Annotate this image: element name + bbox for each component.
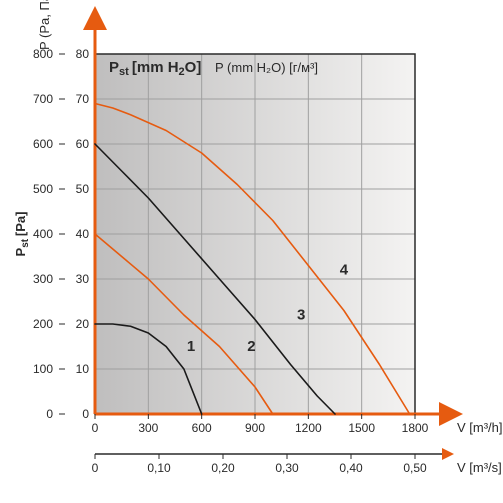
x-top-tick: 1200 <box>295 421 322 435</box>
x-bottom-unit: V [m³/s] <box>457 460 502 475</box>
series-label-3: 3 <box>297 307 305 324</box>
y-left-tick: 100 <box>33 362 53 376</box>
x-top-tick: 1500 <box>348 421 375 435</box>
x-top-tick: 600 <box>192 421 212 435</box>
y-inner-tick: 10 <box>76 362 90 376</box>
y-inner-tick: 50 <box>76 182 90 196</box>
y-pa-title: P (Pa, Па) <box>37 0 52 50</box>
y-inner-tick: 70 <box>76 92 90 106</box>
x-top-unit: V [m³/h] <box>457 420 503 435</box>
x-bottom-tick: 0 <box>92 461 99 475</box>
y-left-title: Pst [Pa] <box>13 212 31 257</box>
series-label-1: 1 <box>187 338 195 355</box>
y-inner-tick: 20 <box>76 317 90 331</box>
y-left-tick: 500 <box>33 182 53 196</box>
x-top-tick: 1800 <box>402 421 429 435</box>
y-inner-tick: 60 <box>76 137 90 151</box>
y-inner-tick: 30 <box>76 272 90 286</box>
y-left-tick: 600 <box>33 137 53 151</box>
top-title-right: P (mm H₂O) [г/м³] <box>215 60 318 75</box>
y-left-tick: 200 <box>33 317 53 331</box>
svg-text:P (Pa, Па): P (Pa, Па) <box>37 0 52 50</box>
x-top-tick: 900 <box>245 421 265 435</box>
y-left-tick: 400 <box>33 227 53 241</box>
x-bottom-tick: 0,30 <box>275 461 299 475</box>
x-top-tick: 300 <box>138 421 158 435</box>
y-inner-tick: 40 <box>76 227 90 241</box>
y-inner-tick: 0 <box>82 407 89 421</box>
svg-text:Pst [Pa]: Pst [Pa] <box>13 212 31 257</box>
y-left-tick: 700 <box>33 92 53 106</box>
series-label-2: 2 <box>247 338 255 355</box>
x-top-tick: 0 <box>92 421 99 435</box>
x-bottom-tick: 0,50 <box>403 461 427 475</box>
y-left-tick: 0 <box>46 407 53 421</box>
x-bottom-tick: 0,40 <box>339 461 363 475</box>
x-bottom-tick: 0,10 <box>147 461 171 475</box>
x-bottom-tick: 0,20 <box>211 461 235 475</box>
y-inner-tick: 80 <box>76 47 90 61</box>
y-left-tick: 300 <box>33 272 53 286</box>
series-label-4: 4 <box>340 262 349 279</box>
pressure-flow-chart: 0100200300400500600700800010203040506070… <box>0 0 503 503</box>
